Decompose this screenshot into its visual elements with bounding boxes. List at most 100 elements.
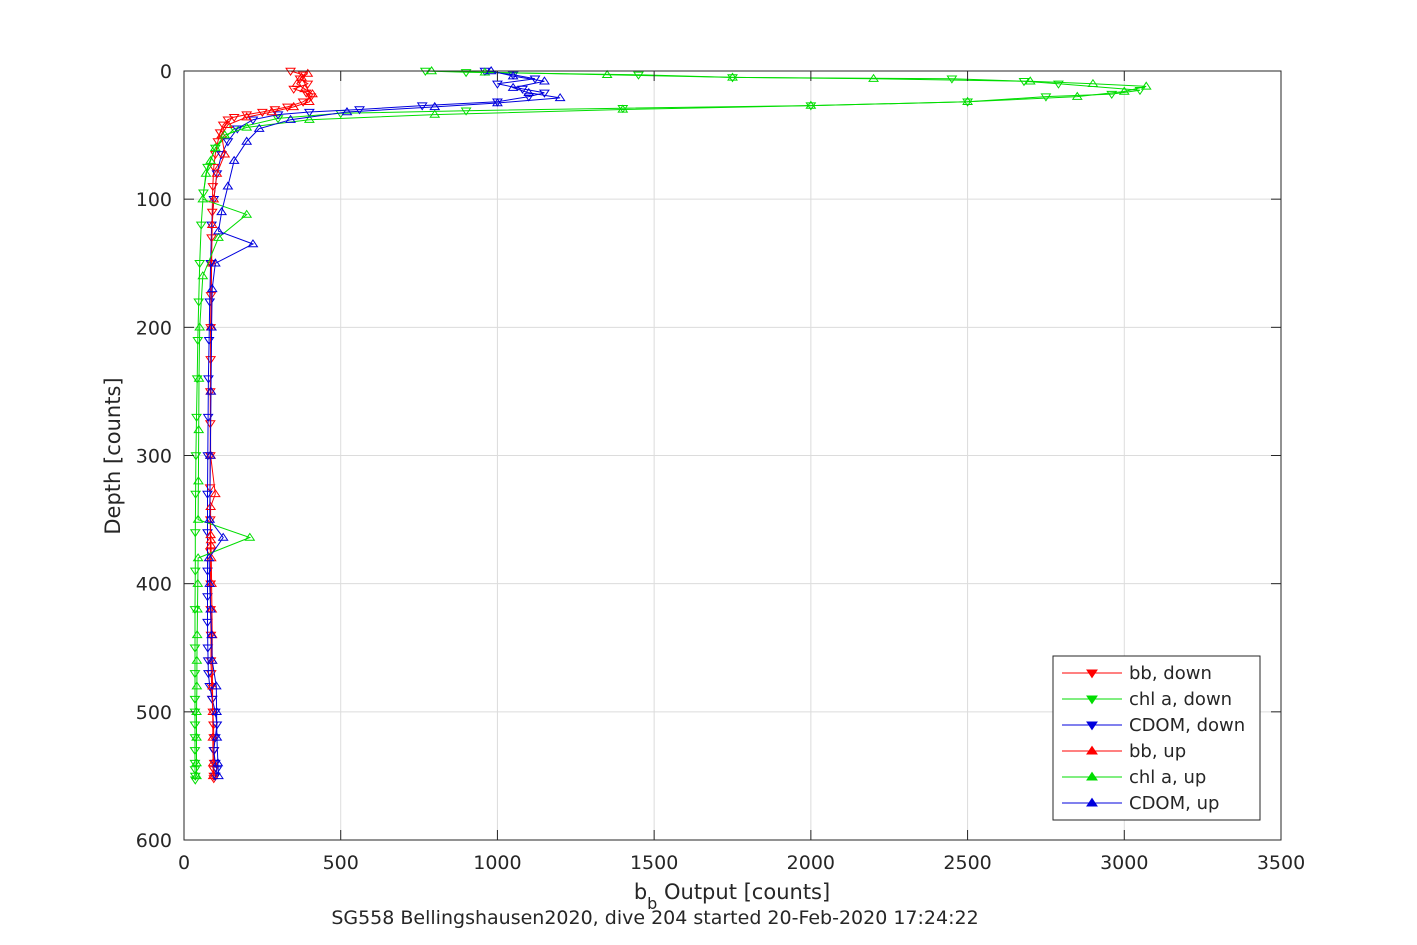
x-tick-label: 3500 bbox=[1257, 852, 1305, 874]
data-point bbox=[426, 66, 438, 75]
data-point bbox=[617, 104, 629, 113]
data-point bbox=[211, 766, 223, 775]
data-point bbox=[302, 80, 314, 89]
series-line bbox=[196, 70, 1147, 776]
data-point bbox=[192, 514, 204, 523]
data-point bbox=[206, 219, 218, 228]
data-point bbox=[189, 721, 201, 730]
series-layer bbox=[189, 66, 1152, 785]
y-tick-label: 300 bbox=[136, 446, 172, 468]
legend-entry: bb, down bbox=[1129, 663, 1212, 684]
data-point bbox=[205, 501, 217, 510]
data-point bbox=[193, 424, 205, 434]
legend-marker bbox=[1086, 695, 1098, 705]
x-tick-label: 0 bbox=[178, 852, 190, 874]
data-point bbox=[302, 68, 314, 77]
data-point bbox=[204, 683, 216, 692]
data-point bbox=[211, 706, 223, 716]
data-point bbox=[195, 221, 207, 230]
data-point bbox=[507, 71, 519, 80]
data-point bbox=[354, 106, 365, 115]
y-axis-ticks: 0 100 200 300 400 500 600 bbox=[136, 61, 1281, 852]
data-point bbox=[1040, 93, 1052, 102]
data-point bbox=[303, 108, 315, 117]
data-point bbox=[191, 758, 202, 767]
data-point bbox=[204, 578, 216, 587]
data-point bbox=[1071, 91, 1083, 100]
data-point bbox=[266, 107, 278, 116]
data-point bbox=[222, 181, 234, 190]
data-point bbox=[205, 540, 217, 549]
legend-entry: CDOM, up bbox=[1129, 793, 1219, 814]
data-point bbox=[206, 655, 218, 664]
data-point bbox=[205, 386, 217, 395]
data-point bbox=[202, 657, 214, 666]
legend-entry: chl a, up bbox=[1129, 767, 1206, 788]
data-point bbox=[189, 766, 201, 775]
data-point bbox=[1024, 76, 1036, 85]
data-point bbox=[299, 83, 311, 93]
data-point bbox=[197, 271, 209, 280]
data-point bbox=[479, 67, 491, 76]
legend-marker bbox=[1086, 745, 1098, 755]
data-point bbox=[253, 123, 265, 132]
data-point bbox=[189, 776, 201, 785]
series-4 bbox=[191, 66, 1152, 780]
data-point bbox=[191, 770, 202, 780]
data-point bbox=[946, 75, 958, 84]
data-point bbox=[491, 98, 503, 107]
data-point bbox=[303, 96, 315, 105]
data-point bbox=[429, 101, 441, 111]
data-point bbox=[213, 226, 224, 235]
data-point bbox=[194, 260, 206, 269]
data-point bbox=[241, 122, 253, 131]
data-point bbox=[727, 74, 738, 83]
dive-footer: SG558 Bellingshausen2020, dive 204 start… bbox=[331, 907, 978, 929]
data-point bbox=[523, 87, 535, 96]
legend-marker bbox=[1086, 771, 1098, 781]
data-point bbox=[419, 67, 431, 76]
data-point bbox=[256, 108, 268, 117]
data-point bbox=[189, 695, 201, 704]
x-tick-label: 1000 bbox=[473, 852, 521, 874]
x-tick-label: 3000 bbox=[1100, 852, 1148, 874]
data-point bbox=[247, 116, 259, 125]
x-tick-label: 500 bbox=[323, 852, 359, 874]
data-point bbox=[868, 73, 879, 82]
data-point bbox=[241, 112, 253, 121]
data-point bbox=[192, 336, 204, 346]
y-tick-label: 0 bbox=[160, 61, 172, 83]
data-point bbox=[241, 111, 253, 120]
data-point bbox=[211, 170, 223, 179]
y-tick-label: 400 bbox=[136, 574, 172, 596]
data-point bbox=[272, 111, 284, 120]
data-point bbox=[1053, 80, 1064, 89]
data-point bbox=[209, 144, 221, 153]
data-point bbox=[189, 747, 201, 756]
data-point bbox=[209, 142, 221, 152]
data-point bbox=[523, 93, 535, 102]
data-point bbox=[206, 322, 218, 331]
legend: bb, down chl a, down CDOM, down bb, up chl a… bbox=[1052, 655, 1261, 821]
data-point bbox=[191, 629, 203, 639]
data-point bbox=[205, 604, 217, 613]
data-point bbox=[222, 116, 234, 125]
data-point bbox=[303, 114, 315, 123]
data-point bbox=[217, 532, 229, 541]
data-point bbox=[209, 488, 221, 498]
data-point bbox=[202, 163, 213, 173]
data-point bbox=[805, 100, 817, 109]
data-point bbox=[429, 109, 441, 118]
data-point bbox=[212, 758, 224, 767]
data-point bbox=[205, 530, 217, 539]
y-tick-label: 100 bbox=[136, 189, 172, 211]
data-point bbox=[192, 578, 204, 587]
data-point bbox=[491, 80, 503, 89]
data-point bbox=[288, 101, 300, 111]
data-point bbox=[207, 770, 219, 780]
data-point bbox=[219, 149, 231, 158]
data-point bbox=[485, 66, 497, 75]
data-point bbox=[460, 69, 472, 78]
data-point bbox=[203, 553, 215, 562]
data-point bbox=[208, 747, 220, 756]
